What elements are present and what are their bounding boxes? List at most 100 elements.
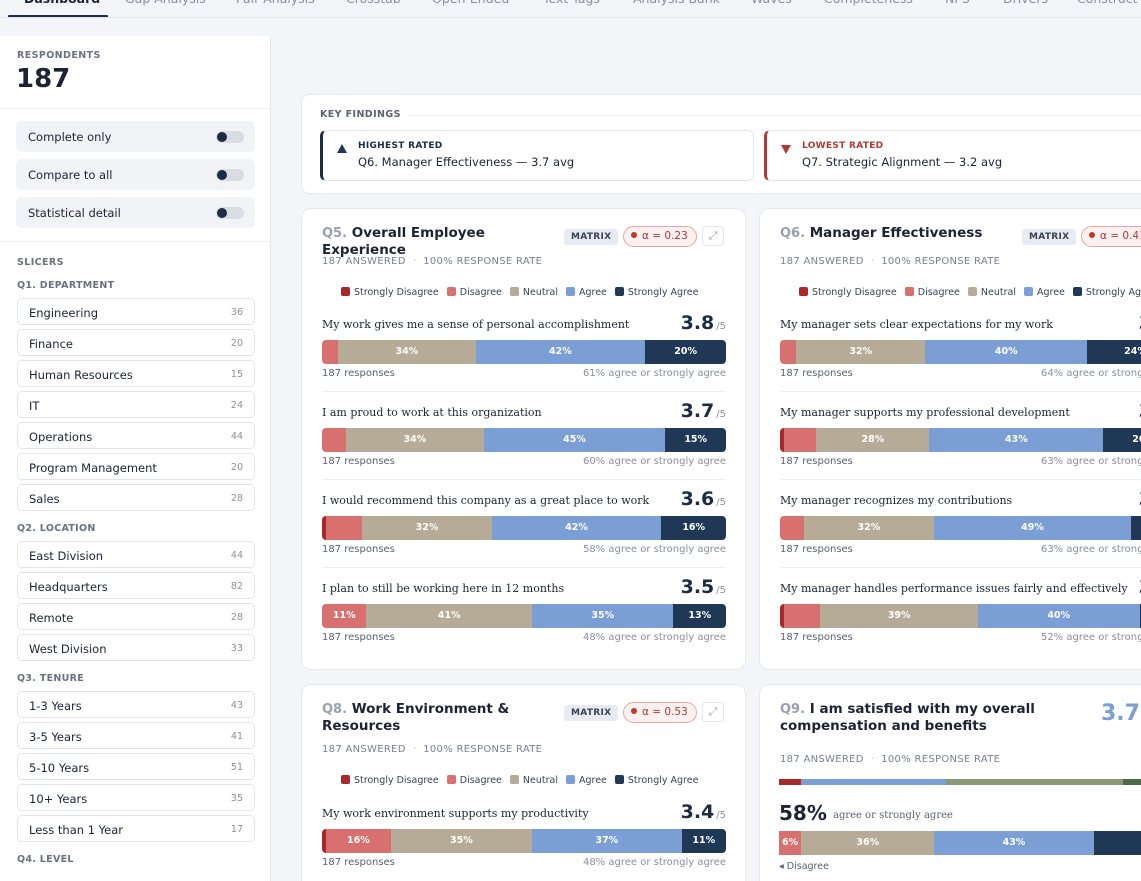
bar-segment-agree[interactable]: 42%: [491, 516, 662, 540]
item-score-value: 3.6: [680, 488, 715, 510]
highest-rated-finding[interactable]: HIGHEST RATED Q6. Manager Effectiveness …: [320, 130, 754, 181]
question-number: Q6.: [780, 226, 806, 241]
bar-segment-strongly-agree[interactable]: 13%: [673, 604, 726, 628]
bar-segment-neutral[interactable]: 39%: [820, 604, 978, 628]
toggle-switch[interactable]: [216, 207, 244, 219]
slicer-item[interactable]: Engineering 36: [17, 298, 255, 325]
distribution-bar[interactable]: 32% 42% 16%: [322, 516, 726, 540]
toggle-row[interactable]: Complete only: [16, 121, 255, 152]
bar-segment-agree[interactable]: 40%: [977, 604, 1140, 628]
toggle-row[interactable]: Compare to all: [16, 159, 255, 190]
bar-segment-agree[interactable]: 49%: [933, 516, 1132, 540]
bar-segment-agree[interactable]: 42%: [475, 340, 646, 364]
distribution-bar[interactable]: 39% 40%: [780, 604, 1141, 628]
bar-segment-disagree[interactable]: [326, 516, 363, 540]
bar-segment-strongly-agree[interactable]: [1131, 516, 1141, 540]
bar-segment-strongly-agree[interactable]: 20%: [645, 340, 726, 364]
bar-segment-neutral[interactable]: 34%: [346, 428, 484, 452]
bar-segment-agree[interactable]: 43%: [934, 831, 1094, 855]
alpha-badge[interactable]: α = 0.23: [623, 226, 697, 247]
slicer-item[interactable]: 3-5 Years 41: [17, 722, 255, 749]
toggle-row[interactable]: Statistical detail: [16, 197, 255, 228]
bar-segment-agree[interactable]: 45%: [483, 428, 666, 452]
nav-tab[interactable]: Text Tags: [543, 0, 600, 6]
nav-tab[interactable]: Pair Analysis: [236, 0, 315, 6]
bar-segment-neutral[interactable]: 28%: [816, 428, 930, 452]
bar-segment-disagree[interactable]: [780, 516, 805, 540]
bar-segment-agree[interactable]: 35%: [532, 604, 674, 628]
lowest-rated-finding[interactable]: LOWEST RATED Q7. Strategic Alignment — 3…: [764, 130, 1141, 181]
distribution-bar[interactable]: 16% 35% 37% 11%: [322, 829, 726, 853]
bar-segment-agree[interactable]: 40%: [925, 340, 1088, 364]
bar-segment-agree[interactable]: 37%: [532, 829, 682, 853]
slicer-item[interactable]: Human Resources 15: [17, 360, 255, 387]
nav-tab[interactable]: Construct: [1077, 0, 1138, 6]
bar-segment-strongly-agree[interactable]: 11%: [681, 829, 726, 853]
bar-segment-disagree[interactable]: 11%: [322, 604, 367, 628]
bar-segment-strongly-agree[interactable]: [1139, 604, 1141, 628]
bar-segment-disagree[interactable]: 6%: [779, 831, 802, 855]
bar-segment-strongly-disagree[interactable]: [322, 516, 327, 540]
slicer-item[interactable]: Finance 20: [17, 329, 255, 356]
alpha-badge[interactable]: α = 0.41: [1081, 226, 1141, 247]
nav-tab[interactable]: Drivers: [1003, 0, 1048, 6]
bar-segment-neutral[interactable]: 36%: [801, 831, 935, 855]
slicer-item[interactable]: IT 24: [17, 391, 255, 418]
distribution-bar[interactable]: 11% 41% 35% 13%: [322, 604, 726, 628]
bar-segment-neutral[interactable]: 34%: [338, 340, 476, 364]
nav-tab[interactable]: Open-Ended: [432, 0, 509, 6]
slicer-label: Less than 1 Year: [29, 823, 124, 837]
bar-segment-strongly-agree[interactable]: 20%: [1103, 428, 1141, 452]
nav-tab[interactable]: Analysis Bank: [633, 0, 720, 6]
slicer-item[interactable]: Sales 28: [17, 484, 255, 511]
toggle-switch[interactable]: [216, 169, 244, 181]
bar-segment-strongly-agree[interactable]: [1093, 831, 1141, 855]
slicer-group-title: Q4. LEVEL: [17, 854, 74, 865]
alpha-badge[interactable]: α = 0.53: [623, 702, 697, 723]
bar-segment-strongly-disagree[interactable]: [780, 428, 785, 452]
toggle-switch[interactable]: [216, 131, 244, 143]
bar-segment-disagree[interactable]: [784, 428, 817, 452]
nav-tab[interactable]: Waves: [751, 0, 792, 6]
bar-segment-strongly-agree[interactable]: 15%: [665, 428, 726, 452]
slicer-item[interactable]: Operations 44: [17, 422, 255, 449]
distribution-bar[interactable]: 32% 49%: [780, 516, 1141, 540]
nav-tab[interactable]: NPS: [945, 0, 970, 6]
bar-segment-disagree[interactable]: 16%: [326, 829, 391, 853]
slicer-item[interactable]: Remote 28: [17, 603, 255, 630]
nav-tab[interactable]: Gap Analysis: [125, 0, 206, 6]
bar-segment-disagree[interactable]: [780, 340, 797, 364]
bar-segment-agree[interactable]: 43%: [929, 428, 1104, 452]
bar-segment-neutral[interactable]: 32%: [362, 516, 492, 540]
bar-segment-disagree[interactable]: [322, 428, 347, 452]
bar-segment-strongly-disagree[interactable]: [322, 829, 327, 853]
distribution-bar[interactable]: 6% 36% 43%: [779, 831, 1141, 855]
distribution-bar[interactable]: 34% 45% 15%: [322, 428, 726, 452]
bar-segment-disagree[interactable]: [322, 340, 339, 364]
bar-segment-strongly-agree[interactable]: 16%: [661, 516, 726, 540]
nav-tab[interactable]: Dashboard: [24, 0, 100, 6]
slicer-item[interactable]: East Division 44: [17, 541, 255, 568]
slicer-item[interactable]: 1-3 Years 43: [17, 691, 255, 718]
distribution-bar[interactable]: 28%43%20%: [780, 428, 1141, 452]
nav-tab[interactable]: Crosstab: [346, 0, 401, 6]
bar-segment-strongly-disagree[interactable]: [780, 604, 785, 628]
nav-tab[interactable]: Completeness: [824, 0, 913, 6]
expand-icon[interactable]: ⤢: [702, 702, 724, 722]
distribution-bar[interactable]: 32%40%24%: [780, 340, 1141, 364]
slicer-item[interactable]: Less than 1 Year 17: [17, 815, 255, 842]
slicer-group-title: Q2. LOCATION: [17, 523, 96, 534]
bar-segment-neutral[interactable]: 32%: [796, 340, 926, 364]
expand-icon[interactable]: ⤢: [702, 226, 724, 246]
bar-segment-strongly-agree[interactable]: 24%: [1087, 340, 1141, 364]
slicer-item[interactable]: Program Management 20: [17, 453, 255, 480]
bar-segment-neutral[interactable]: 32%: [804, 516, 934, 540]
slicer-item[interactable]: 10+ Years 35: [17, 784, 255, 811]
distribution-bar[interactable]: 34% 42% 20%: [322, 340, 726, 364]
bar-segment-disagree[interactable]: [784, 604, 821, 628]
slicer-item[interactable]: West Division 33: [17, 634, 255, 661]
bar-segment-neutral[interactable]: 35%: [390, 829, 533, 853]
bar-segment-neutral[interactable]: 41%: [366, 604, 533, 628]
slicer-item[interactable]: Headquarters 82: [17, 572, 255, 599]
slicer-item[interactable]: 5-10 Years 51: [17, 753, 255, 780]
